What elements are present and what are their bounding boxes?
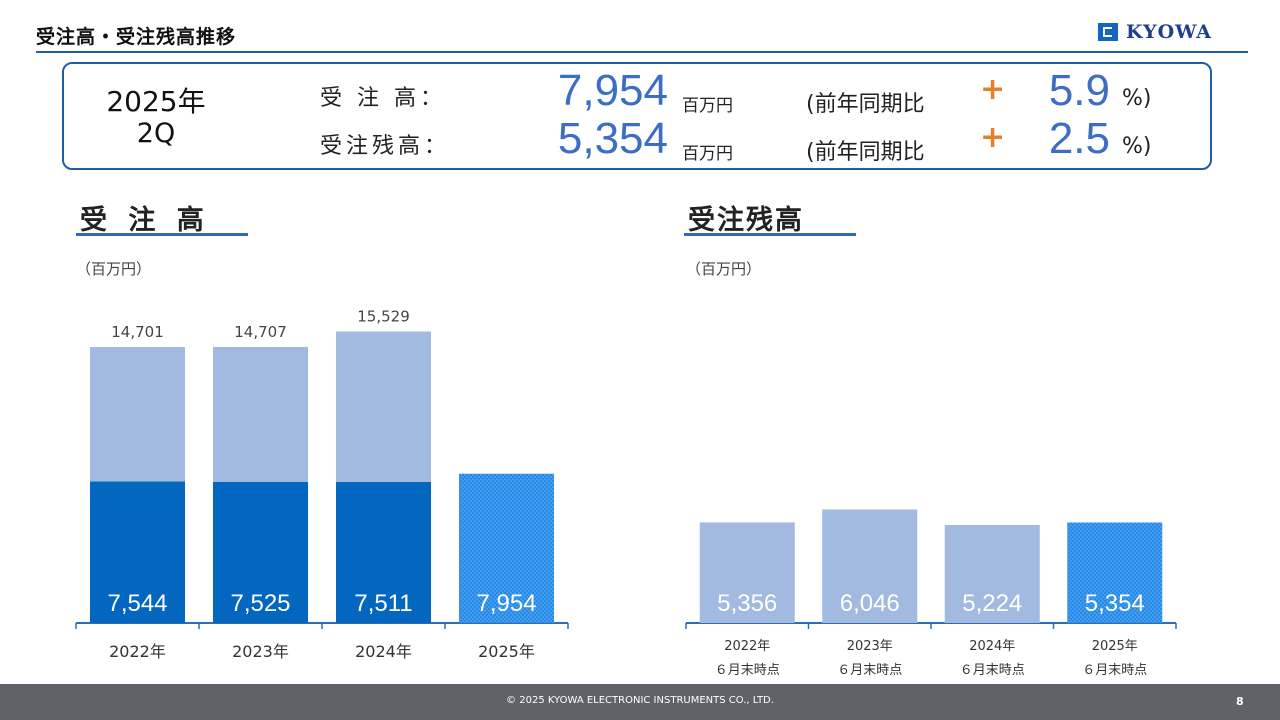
- backlog-unit-label: （百万円）: [686, 260, 762, 278]
- orders-bar-first-half: [459, 473, 554, 623]
- orders-sign: +: [980, 72, 1006, 107]
- orders-category-label: 2024年: [355, 642, 412, 661]
- backlog-sign: +: [980, 120, 1006, 155]
- orders-bar-first-half: [213, 481, 308, 623]
- backlog-category-sub: ６月末時点: [1082, 663, 1147, 678]
- orders-total-label: 15,529: [357, 308, 410, 326]
- backlog-category-sub: ６月末時点: [715, 663, 780, 678]
- backlog-value-label: 6,046: [840, 590, 900, 617]
- backlog-category-year: 2022年: [724, 639, 770, 654]
- orders-pct: 5.9: [1048, 66, 1110, 115]
- backlog-category-sub: ６月末時点: [960, 663, 1025, 678]
- orders-chart: 14,701 7,544 2022年 14,707 7,525 2023年 15,529 7,…: [75, 308, 569, 661]
- orders-bar-first-half: [90, 481, 185, 623]
- backlog-value-label: 5,354: [1085, 590, 1145, 617]
- title-rule: [36, 51, 1248, 53]
- footer-copyright: © 2025 KYOWA ELECTRONIC INSTRUMENTS CO.,…: [506, 695, 774, 706]
- backlog-bar: [944, 524, 1040, 623]
- orders-total-label: 14,701: [111, 323, 164, 341]
- backlog-chart: 5,356 2022年 ６月末時点 6,046 2023年 ６月末時点 5,224 2024年…: [685, 509, 1177, 678]
- backlog-category-sub: ６月末時点: [837, 663, 902, 678]
- backlog-value-label: 5,224: [962, 590, 1022, 617]
- backlog-label: 受注残高：: [320, 134, 451, 159]
- backlog-pct: 2.5: [1048, 114, 1110, 163]
- orders-label: 受 注 高：: [320, 86, 446, 111]
- orders-value-label: 7,544: [107, 590, 167, 617]
- backlog-title-rule: [684, 233, 856, 236]
- orders-chart-title: 受 注 高: [80, 205, 210, 236]
- summary-quarter: 2Q: [136, 118, 176, 149]
- backlog-bar: [822, 509, 918, 623]
- company-logo: KYOWA: [1098, 21, 1212, 43]
- backlog-unit: 百万円: [682, 144, 733, 164]
- backlog-pct-suffix: %): [1122, 134, 1152, 159]
- orders-total-label: 14,707: [234, 323, 287, 341]
- orders-yoy-label: (前年同期比: [806, 92, 925, 117]
- orders-bar-first-half: [336, 482, 431, 623]
- orders-bar-second-half: [213, 346, 308, 482]
- backlog-value-label: 5,356: [717, 590, 777, 617]
- footer-bar: [0, 684, 1280, 720]
- backlog-yoy-label: (前年同期比: [806, 140, 925, 165]
- orders-bar-second-half: [336, 331, 431, 483]
- logo-icon: [1098, 23, 1118, 41]
- orders-category-label: 2023年: [232, 642, 289, 661]
- logo-text: KYOWA: [1126, 21, 1212, 43]
- orders-unit: 百万円: [682, 96, 733, 116]
- summary-year: 2025年: [106, 85, 206, 118]
- orders-unit-label: （百万円）: [76, 260, 152, 278]
- backlog-chart-title: 受注残高: [688, 205, 804, 236]
- backlog-category-year: 2024年: [969, 639, 1015, 654]
- orders-title-rule: [76, 233, 248, 236]
- charts-svg: 14,701 7,544 2022年 14,707 7,525 2023年 15,529 7,…: [75, 308, 1177, 678]
- backlog-bar: [699, 522, 795, 623]
- backlog-category-year: 2023年: [847, 639, 893, 654]
- orders-value: 7,954: [557, 66, 668, 115]
- page-title: 受注高・受注残高推移: [36, 26, 237, 48]
- page-number: 8: [1236, 695, 1244, 708]
- orders-pct-suffix: %): [1122, 86, 1152, 111]
- orders-value-label: 7,525: [230, 590, 290, 617]
- orders-category-label: 2022年: [109, 642, 166, 661]
- backlog-bar: [1067, 522, 1163, 623]
- summary-box: [62, 62, 1212, 170]
- backlog-category-year: 2025年: [1092, 639, 1138, 654]
- orders-value-label: 7,511: [354, 590, 412, 617]
- orders-category-label: 2025年: [478, 642, 535, 661]
- orders-bar-second-half: [90, 347, 185, 482]
- orders-value-label: 7,954: [476, 590, 536, 617]
- backlog-value: 5,354: [557, 114, 668, 163]
